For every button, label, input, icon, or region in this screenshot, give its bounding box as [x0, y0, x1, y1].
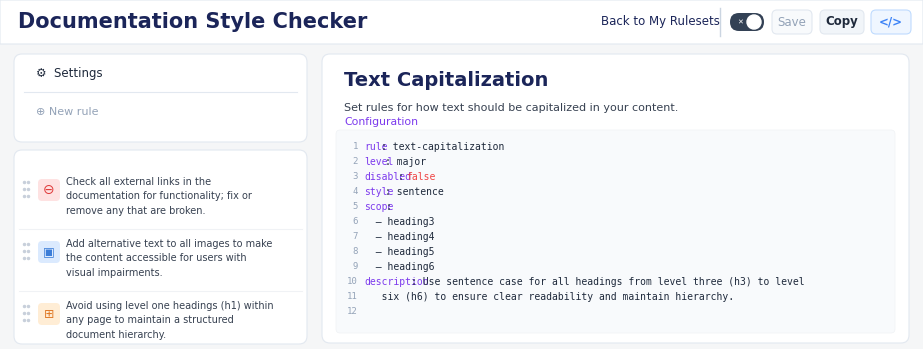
FancyBboxPatch shape — [14, 150, 307, 344]
FancyBboxPatch shape — [38, 241, 60, 263]
Text: ⊞: ⊞ — [43, 307, 54, 320]
Text: 2: 2 — [353, 157, 358, 166]
Text: false: false — [406, 172, 436, 182]
Text: Add alternative text to all images to make
the content accessible for users with: Add alternative text to all images to ma… — [66, 239, 272, 278]
FancyBboxPatch shape — [336, 130, 895, 333]
Text: :: : — [398, 172, 410, 182]
Text: – heading4: – heading4 — [364, 232, 435, 242]
Text: :: : — [385, 202, 391, 212]
FancyBboxPatch shape — [772, 10, 812, 34]
Text: </>: </> — [879, 15, 903, 29]
Text: six (h6) to ensure clear readability and maintain hierarchy.: six (h6) to ensure clear readability and… — [364, 292, 734, 302]
Text: rule: rule — [364, 142, 388, 152]
FancyBboxPatch shape — [730, 13, 764, 31]
FancyBboxPatch shape — [322, 54, 909, 343]
FancyBboxPatch shape — [871, 10, 911, 34]
Text: 3: 3 — [353, 172, 358, 181]
FancyBboxPatch shape — [14, 54, 307, 142]
Text: level: level — [364, 157, 393, 167]
Text: 10: 10 — [347, 277, 358, 286]
Text: disabled: disabled — [364, 172, 411, 182]
FancyBboxPatch shape — [38, 179, 60, 201]
FancyBboxPatch shape — [38, 303, 60, 325]
Text: ⊕ New rule: ⊕ New rule — [36, 107, 99, 117]
Text: : text-capitalization: : text-capitalization — [381, 142, 504, 152]
Text: 12: 12 — [347, 307, 358, 316]
Text: 8: 8 — [353, 247, 358, 256]
Text: Copy: Copy — [826, 15, 858, 29]
Text: – heading3: – heading3 — [364, 217, 435, 227]
Text: Avoid using level one headings (h1) within
any page to maintain a structured
doc: Avoid using level one headings (h1) with… — [66, 301, 273, 340]
Text: description: description — [364, 277, 428, 287]
Text: : major: : major — [385, 157, 426, 167]
Text: ⊖: ⊖ — [43, 183, 54, 197]
FancyBboxPatch shape — [820, 10, 864, 34]
Text: Save: Save — [777, 15, 807, 29]
Text: 7: 7 — [353, 232, 358, 241]
Text: ✕: ✕ — [737, 19, 743, 25]
Text: : Use sentence case for all headings from level three (h3) to level: : Use sentence case for all headings fro… — [411, 277, 804, 287]
Text: Set rules for how text should be capitalized in your content.: Set rules for how text should be capital… — [344, 103, 678, 113]
Text: scope: scope — [364, 202, 393, 212]
Text: : sentence: : sentence — [385, 187, 444, 197]
Text: 6: 6 — [353, 217, 358, 226]
Text: Configuration: Configuration — [344, 117, 418, 127]
Text: 9: 9 — [353, 262, 358, 271]
Text: Documentation Style Checker: Documentation Style Checker — [18, 12, 367, 32]
Text: 1: 1 — [353, 142, 358, 151]
Text: Text Capitalization: Text Capitalization — [344, 70, 548, 89]
Text: 5: 5 — [353, 202, 358, 211]
FancyBboxPatch shape — [0, 0, 923, 44]
Text: style: style — [364, 187, 393, 197]
Text: Check all external links in the
documentation for functionality; fix or
remove a: Check all external links in the document… — [66, 177, 252, 216]
Circle shape — [747, 15, 761, 29]
Text: ⚙  Settings: ⚙ Settings — [36, 67, 102, 81]
Text: – heading6: – heading6 — [364, 262, 435, 272]
Text: ▣: ▣ — [43, 245, 54, 259]
Text: – heading5: – heading5 — [364, 247, 435, 257]
Text: Back to My Rulesets: Back to My Rulesets — [601, 15, 720, 29]
Text: 11: 11 — [347, 292, 358, 301]
Text: 4: 4 — [353, 187, 358, 196]
